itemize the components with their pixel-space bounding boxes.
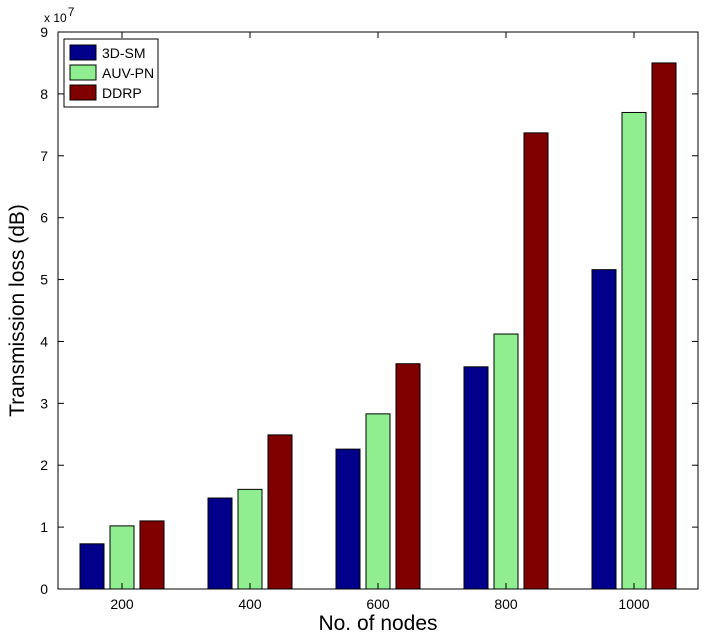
bar-auv-pn-400 bbox=[237, 488, 263, 590]
x-tick-label: 1000 bbox=[618, 596, 649, 612]
bar-3d-sm-200 bbox=[79, 543, 105, 590]
y-tick-label: 6 bbox=[40, 210, 48, 226]
legend-swatch-auv-pn bbox=[69, 64, 97, 81]
x-tick-label: 600 bbox=[366, 596, 390, 612]
bar-3d-sm-400 bbox=[207, 497, 233, 590]
y-multiplier-exponent: 7 bbox=[68, 5, 75, 19]
legend-label-auv-pn: AUV-PN bbox=[102, 65, 154, 81]
bars-group bbox=[79, 62, 677, 590]
y-tick-label: 8 bbox=[40, 86, 48, 102]
legend: 3D-SM AUV-PN DDRP bbox=[63, 38, 159, 108]
bar-auv-pn-800 bbox=[493, 333, 519, 590]
y-tick-label: 1 bbox=[40, 519, 48, 535]
bar-3d-sm-600 bbox=[335, 448, 361, 590]
y-tick-label: 7 bbox=[40, 148, 48, 164]
x-tick-label: 200 bbox=[110, 596, 134, 612]
bar-3d-sm-800 bbox=[463, 366, 489, 590]
bar-auv-pn-1000 bbox=[621, 111, 647, 590]
y-tick-label: 0 bbox=[40, 581, 48, 597]
x-tick-label: 400 bbox=[238, 596, 262, 612]
y-tick-label: 9 bbox=[40, 24, 48, 40]
bar-ddrp-1000 bbox=[651, 62, 677, 590]
y-tick-label: 4 bbox=[40, 333, 48, 349]
y-tick-label: 2 bbox=[40, 457, 48, 473]
bar-ddrp-600 bbox=[395, 363, 421, 590]
y-tick-label: 5 bbox=[40, 272, 48, 288]
legend-swatch-ddrp bbox=[69, 84, 97, 101]
bar-3d-sm-1000 bbox=[591, 269, 617, 590]
bar-auv-pn-200 bbox=[109, 525, 135, 590]
x-tick-label: 800 bbox=[494, 596, 518, 612]
legend-label-3d-sm: 3D-SM bbox=[102, 45, 146, 61]
x-axis-label: No. of nodes bbox=[318, 612, 437, 635]
bar-ddrp-400 bbox=[267, 434, 293, 590]
axis-ticks: 200 400 600 800 1000 0 1 2 3 4 5 6 7 8 9 bbox=[40, 24, 698, 612]
bar-auv-pn-600 bbox=[365, 413, 391, 590]
y-axis-label: Transmission loss (dB) bbox=[6, 204, 29, 417]
legend-label-ddrp: DDRP bbox=[102, 85, 142, 101]
legend-swatch-3d-sm bbox=[69, 44, 97, 61]
y-multiplier-base: x 10 bbox=[44, 11, 67, 25]
bar-ddrp-800 bbox=[523, 132, 549, 590]
bar-ddrp-200 bbox=[139, 520, 165, 590]
y-tick-label: 3 bbox=[40, 395, 48, 411]
